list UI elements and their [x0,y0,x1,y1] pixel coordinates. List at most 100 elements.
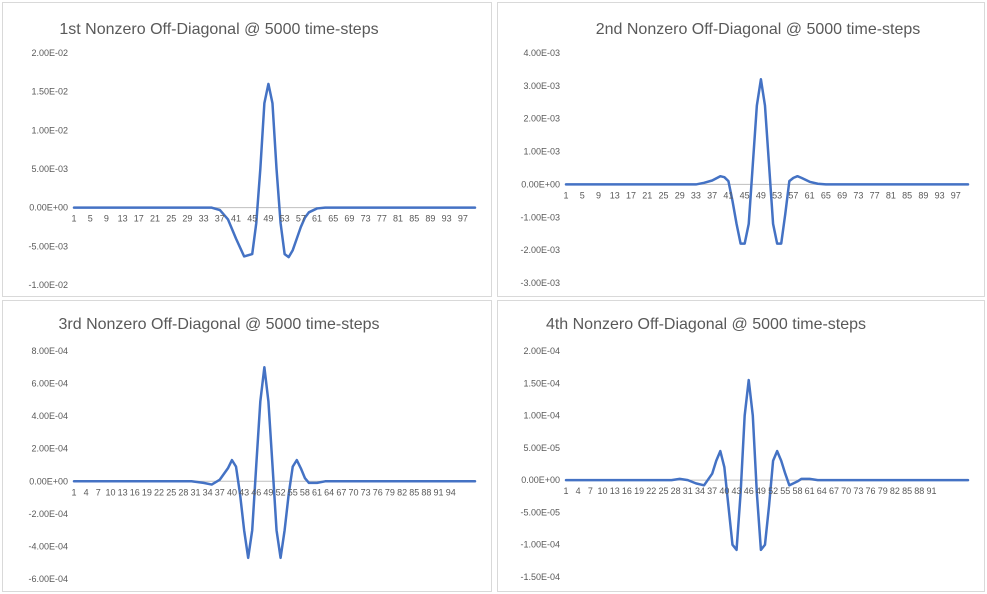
x-tick-label: 94 [446,487,456,497]
chart-title: 4th Nonzero Off-Diagonal @ 5000 time-ste… [546,316,866,333]
y-tick-label: -4.00E-04 [28,541,68,551]
y-tick-label: 1.00E-02 [31,125,68,135]
chart-panel: 4th Nonzero Off-Diagonal @ 5000 time-ste… [497,300,985,592]
x-tick-label: 85 [902,190,912,200]
chart-svg: 2nd Nonzero Off-Diagonal @ 5000 time-ste… [520,21,970,288]
x-tick-label: 37 [215,214,225,224]
x-tick-label: 43 [239,487,249,497]
x-tick-label: 55 [288,487,298,497]
x-tick-label: 33 [691,190,701,200]
x-tick-label: 10 [598,486,608,496]
y-tick-label: 0.00E+00 [521,179,560,189]
x-tick-label: 25 [658,190,668,200]
y-tick-label: 4.00E-04 [31,411,68,421]
x-tick-label: 55 [780,486,790,496]
x-tick-label: 10 [105,487,115,497]
x-tick-label: 97 [951,190,961,200]
x-tick-label: 43 [732,486,742,496]
x-tick-label: 25 [166,214,176,224]
x-tick-label: 21 [642,190,652,200]
x-tick-label: 9 [596,190,601,200]
chart-panel: 3rd Nonzero Off-Diagonal @ 5000 time-ste… [2,300,492,592]
x-tick-label: 58 [300,487,310,497]
chart-panel: 2nd Nonzero Off-Diagonal @ 5000 time-ste… [497,2,985,297]
y-tick-label: 2.00E-02 [31,48,68,58]
chart-title: 2nd Nonzero Off-Diagonal @ 5000 time-ste… [596,21,921,38]
y-tick-label: 2.00E-04 [523,346,560,356]
x-tick-label: 85 [409,214,419,224]
y-tick-label: 4.00E-03 [523,48,560,58]
y-tick-label: -2.00E-03 [520,245,560,255]
series-line [72,82,477,259]
y-tick-label: -1.50E-04 [520,572,560,582]
chart-svg: 4th Nonzero Off-Diagonal @ 5000 time-ste… [520,316,970,582]
x-tick-label: 34 [203,487,213,497]
x-tick-label: 17 [134,214,144,224]
x-tick-label: 41 [231,214,241,224]
y-tick-label: -2.00E-04 [28,509,68,519]
x-tick-label: 13 [118,487,128,497]
x-tick-label: 29 [182,214,192,224]
x-tick-label: 28 [671,486,681,496]
y-tick-label: 2.00E-04 [31,444,68,454]
x-tick-label: 70 [348,487,358,497]
x-tick-label: 81 [393,214,403,224]
x-tick-label: 73 [853,486,863,496]
x-tick-label: 22 [646,486,656,496]
x-tick-label: 21 [150,214,160,224]
x-tick-label: 13 [610,190,620,200]
x-tick-label: 1 [71,487,76,497]
x-tick-label: 64 [324,487,334,497]
series-line [564,78,970,245]
x-tick-label: 40 [227,487,237,497]
x-tick-label: 73 [361,214,371,224]
chart-title: 1st Nonzero Off-Diagonal @ 5000 time-ste… [59,21,378,38]
x-tick-label: 73 [361,487,371,497]
x-tick-label: 61 [805,190,815,200]
y-tick-label: -1.00E-03 [520,212,560,222]
y-tick-label: 2.00E-03 [523,114,560,124]
y-tick-label: 6.00E-04 [31,379,68,389]
x-tick-label: 81 [886,190,896,200]
y-tick-label: -3.00E-03 [520,278,560,288]
x-tick-label: 5 [580,190,585,200]
x-tick-label: 25 [166,487,176,497]
x-tick-label: 5 [88,214,93,224]
x-tick-label: 1 [563,486,568,496]
x-tick-label: 13 [118,214,128,224]
y-tick-label: 1.50E-04 [523,378,560,388]
x-tick-label: 33 [199,214,209,224]
x-tick-label: 17 [626,190,636,200]
x-tick-label: 49 [263,487,273,497]
y-tick-label: -5.00E-03 [28,241,68,251]
x-tick-label: 9 [104,214,109,224]
x-tick-label: 40 [719,486,729,496]
x-tick-label: 67 [829,486,839,496]
x-tick-label: 49 [263,214,273,224]
x-tick-label: 41 [723,190,733,200]
x-tick-label: 52 [768,486,778,496]
x-tick-label: 1 [563,190,568,200]
x-tick-label: 79 [878,486,888,496]
x-tick-label: 4 [84,487,89,497]
x-tick-label: 13 [610,486,620,496]
x-tick-label: 28 [178,487,188,497]
x-tick-label: 52 [276,487,286,497]
x-tick-label: 58 [792,486,802,496]
x-tick-label: 4 [576,486,581,496]
y-tick-label: -5.00E-05 [520,507,560,517]
x-tick-label: 89 [425,214,435,224]
x-tick-label: 46 [744,486,754,496]
x-tick-label: 76 [373,487,383,497]
x-tick-label: 16 [130,487,140,497]
x-tick-label: 65 [328,214,338,224]
x-tick-label: 93 [442,214,452,224]
x-tick-label: 77 [377,214,387,224]
y-tick-label: -1.00E-04 [520,540,560,550]
x-tick-label: 57 [296,214,306,224]
x-tick-label: 37 [215,487,225,497]
x-tick-label: 89 [918,190,928,200]
x-tick-label: 19 [142,487,152,497]
x-tick-label: 76 [866,486,876,496]
y-tick-label: 5.00E-05 [523,443,560,453]
